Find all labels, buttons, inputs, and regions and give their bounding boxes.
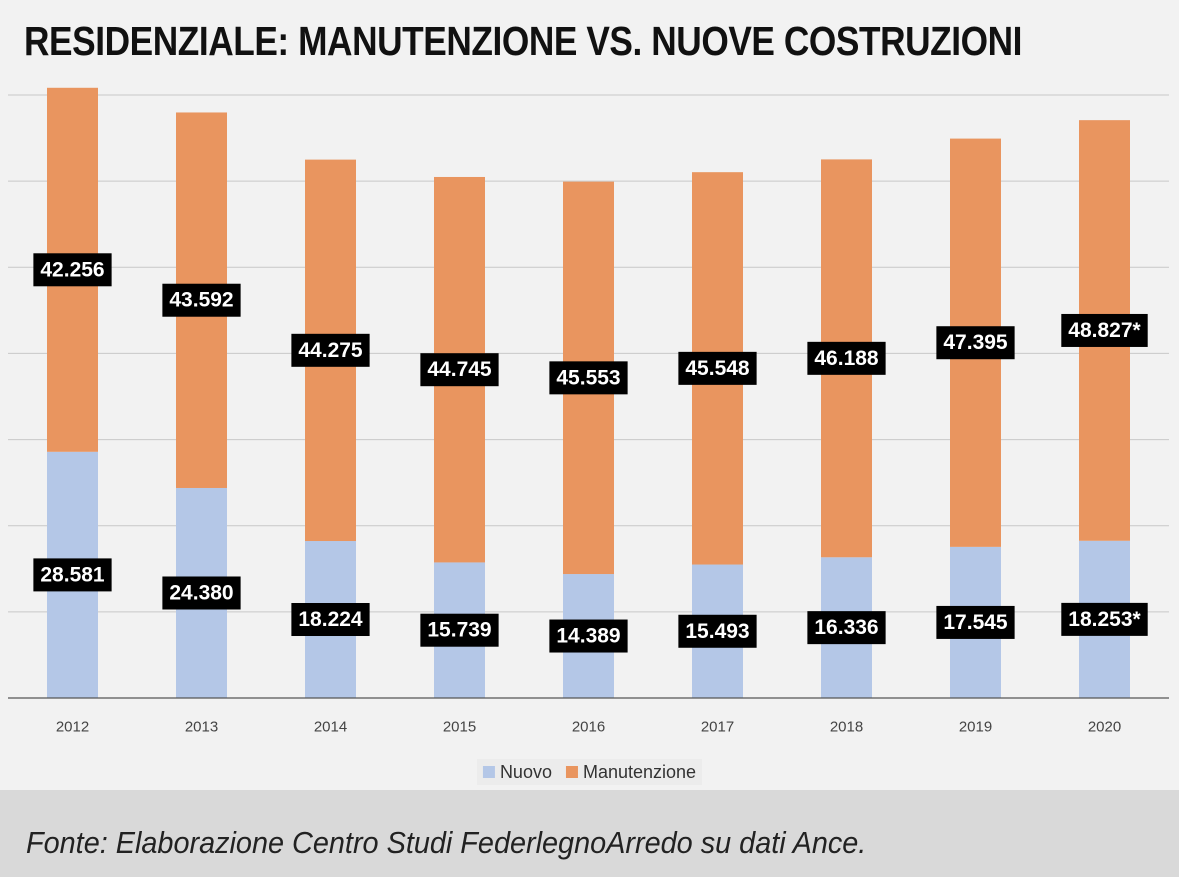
data-label-text: 46.188: [814, 347, 879, 370]
data-label-nuovo: 18.224: [291, 603, 370, 637]
data-label-nuovo: 24.380: [162, 576, 241, 610]
data-label-manutenzione: 45.548: [678, 351, 757, 385]
x-tick-label: 2012: [56, 719, 89, 736]
x-tick-label: 2013: [185, 719, 218, 736]
data-labels: 28.581 42.256 24.380 43.592 18.224 44.275 15.7…: [33, 253, 1148, 653]
data-label-nuovo: 16.336: [807, 611, 886, 645]
data-label-manutenzione: 47.395: [936, 326, 1015, 360]
legend-swatch: [482, 766, 495, 778]
x-tick-label: 2019: [959, 719, 992, 736]
data-label-bg: [420, 613, 499, 647]
legend-item-nuovo: Nuovo: [482, 762, 552, 782]
data-label-bg: [291, 333, 370, 367]
x-tick-label: 2020: [1088, 719, 1121, 736]
x-tick-label: 2014: [314, 719, 347, 736]
data-label-manutenzione: 45.553: [549, 361, 628, 395]
legend-swatch: [565, 766, 578, 778]
data-label-bg: [678, 614, 757, 648]
data-label-manutenzione: 42.256: [33, 253, 112, 287]
data-label-text: 18.253*: [1068, 608, 1141, 631]
data-label-bg: [678, 351, 757, 385]
data-label-bg: [549, 619, 628, 653]
data-label-text: 45.548: [685, 357, 750, 380]
data-label-text: 44.745: [427, 358, 492, 381]
data-label-text: 15.493: [685, 620, 749, 643]
x-tick-label: 2017: [701, 719, 734, 736]
data-label-text: 18.224: [298, 608, 363, 631]
data-label-text: 14.389: [556, 625, 620, 648]
legend-label: Nuovo: [500, 762, 552, 782]
x-tick-label: 2015: [443, 719, 476, 736]
data-label-nuovo: 28.581: [33, 558, 112, 592]
chart-title: RESIDENZIALE: MANUTENZIONE VS. NUOVE COS…: [24, 18, 1023, 64]
legend: Nuovo Manutenzione: [476, 759, 703, 785]
data-label-manutenzione: 43.592: [162, 283, 241, 317]
data-label-bg: [936, 326, 1015, 360]
legend-item-manutenzione: Manutenzione: [565, 762, 696, 782]
data-label-text: 16.336: [814, 616, 878, 639]
data-label-text: 47.395: [943, 331, 1008, 354]
data-label-manutenzione: 44.275: [291, 333, 370, 367]
data-label-bg: [420, 353, 499, 387]
source-note: Fonte: Elaborazione Centro Studi Federle…: [26, 825, 867, 860]
data-label-bg: [549, 361, 628, 395]
legend-label: Manutenzione: [583, 762, 696, 782]
data-label-bg: [33, 558, 112, 592]
data-label-text: 45.553: [556, 366, 620, 389]
data-label-nuovo: 14.389: [549, 619, 628, 653]
data-label-bg: [807, 611, 886, 645]
data-label-manutenzione: 44.745: [420, 353, 499, 387]
data-label-text: 43.592: [169, 289, 233, 312]
data-label-bg: [33, 253, 112, 287]
data-label-bg: [162, 576, 241, 610]
data-label-nuovo: 15.739: [420, 613, 499, 647]
x-tick-labels: 2012 2013 2014 2015 2016 2017 2018 2019 2020: [56, 719, 1121, 736]
data-label-text: 28.581: [40, 563, 105, 586]
data-label-text: 17.545: [943, 611, 1008, 634]
source-footer: [0, 790, 1179, 877]
x-tick-label: 2016: [572, 719, 605, 736]
data-label-text: 44.275: [298, 339, 363, 362]
data-label-text: 15.739: [427, 619, 491, 642]
data-label-manutenzione: 46.188: [807, 341, 886, 375]
data-label-bg: [162, 283, 241, 317]
data-label-nuovo: 15.493: [678, 614, 757, 648]
data-label-bg: [1061, 602, 1148, 636]
data-label-text: 42.256: [40, 258, 104, 281]
data-label-nuovo: 18.253*: [1061, 602, 1148, 636]
data-label-text: 48.827*: [1068, 319, 1141, 342]
data-label-bg: [936, 605, 1015, 639]
data-label-manutenzione: 48.827*: [1061, 313, 1148, 347]
data-label-bg: [291, 603, 370, 637]
data-label-text: 24.380: [169, 581, 233, 604]
data-label-bg: [1061, 313, 1148, 347]
legend-background: [476, 759, 703, 785]
x-tick-label: 2018: [830, 719, 863, 736]
data-label-nuovo: 17.545: [936, 605, 1015, 639]
data-label-bg: [807, 341, 886, 375]
